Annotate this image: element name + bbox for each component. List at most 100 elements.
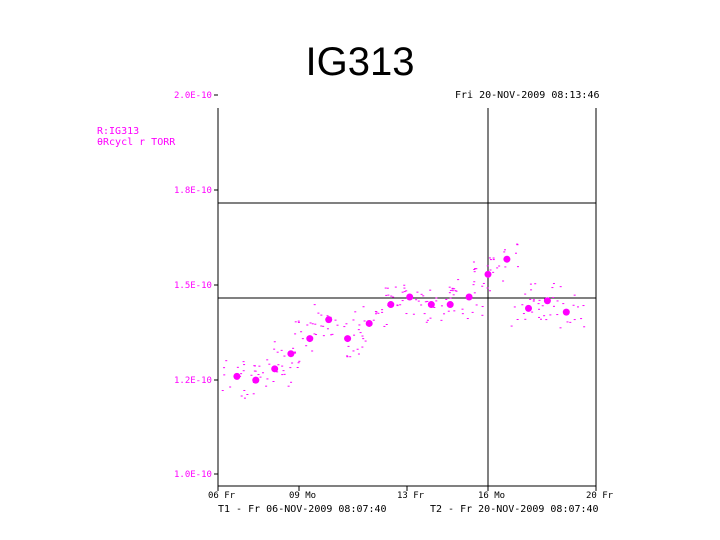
noise-dot: [498, 265, 501, 267]
noise-dot: [489, 290, 492, 292]
noise-dot: [243, 364, 246, 366]
noise-dot: [448, 286, 451, 288]
x-tick-label: 16 Mo: [478, 491, 505, 501]
noise-dot: [374, 311, 377, 313]
noise-dot: [504, 266, 507, 268]
noise-dot: [471, 311, 474, 313]
noise-dot: [386, 287, 389, 289]
data-point: [344, 335, 352, 343]
noise-dot: [424, 301, 427, 303]
t2-label: T2 - Fr 20-NOV-2009 08:07:40: [430, 504, 599, 515]
noise-dot: [394, 286, 397, 288]
noise-dot: [529, 283, 532, 285]
noise-dot: [552, 305, 555, 307]
noise-dot: [552, 297, 555, 299]
noise-dot: [268, 363, 271, 365]
x-tick-label: 13 Fr: [397, 491, 425, 501]
data-point: [446, 301, 454, 309]
noise-dot: [314, 323, 317, 325]
noise-dot: [572, 304, 575, 306]
noise-dot: [346, 356, 349, 358]
noise-dot: [489, 269, 492, 271]
noise-dot: [296, 367, 299, 369]
noise-dot: [573, 294, 576, 296]
noise-dot: [496, 267, 499, 269]
noise-dot: [538, 299, 541, 301]
data-point: [484, 270, 492, 278]
noise-dot: [282, 370, 285, 372]
y-tick-label: 1.0E-10: [174, 470, 212, 480]
noise-dot: [243, 397, 246, 399]
noise-dot: [392, 296, 395, 298]
noise-dot: [322, 335, 325, 337]
noise-dot: [522, 313, 525, 315]
noise-dot: [417, 300, 420, 302]
noise-dot: [545, 319, 548, 321]
noise-dot: [309, 322, 312, 324]
noise-dot: [447, 310, 450, 312]
noise-dot: [461, 313, 464, 315]
noise-dot: [345, 323, 348, 325]
y-tick-label: 2.0E-10: [174, 91, 212, 101]
noise-dot: [250, 374, 253, 376]
noise-dot: [412, 313, 415, 315]
noise-dot: [534, 283, 537, 285]
noise-dot: [347, 345, 350, 347]
noise-dot: [481, 306, 484, 308]
noise-dot: [486, 265, 489, 267]
noise-dot: [293, 351, 296, 353]
noise-dot: [440, 319, 443, 321]
noise-dot: [455, 290, 458, 292]
noise-dot: [330, 334, 333, 336]
noise-dot: [223, 374, 226, 376]
data-point: [365, 319, 373, 327]
slide-title: IG313: [305, 40, 415, 84]
noise-dot: [448, 292, 451, 294]
noise-dot: [294, 352, 297, 354]
noise-dot: [502, 280, 505, 282]
data-point: [543, 297, 551, 305]
noise-dot: [416, 291, 419, 293]
noise-dot: [300, 331, 303, 333]
noise-dot: [451, 287, 454, 289]
noise-dot: [449, 289, 452, 291]
noise-dot: [538, 316, 541, 318]
noise-dot: [287, 385, 290, 387]
noise-dot: [521, 304, 524, 306]
noise-dot: [311, 350, 314, 352]
noise-dot: [354, 311, 357, 313]
noise-dot: [426, 319, 429, 321]
noise-dot: [524, 293, 527, 295]
noise-dot: [246, 393, 249, 395]
noise-dot: [390, 295, 393, 297]
noise-dot: [429, 289, 432, 291]
x-tick-label: 20 Fr: [586, 491, 614, 501]
noise-dot: [503, 251, 506, 253]
noise-dot: [473, 271, 476, 273]
noise-dot: [358, 324, 361, 326]
y-tick-label: 1.8E-10: [174, 186, 212, 196]
noise-dot: [451, 290, 454, 292]
noise-dot: [277, 364, 280, 366]
noise-dot: [492, 271, 495, 273]
noise-dot: [420, 293, 423, 295]
noise-dot: [313, 333, 316, 335]
noise-dot: [473, 269, 476, 271]
noise-dot: [281, 374, 284, 376]
noise-dot: [514, 252, 517, 254]
y-ticks: 2.0E-10 1.8E-10 1.5E-10 1.2E-10 1.0E-10: [174, 91, 218, 480]
noise-dot: [415, 299, 418, 301]
noise-dot: [283, 355, 286, 357]
data-point: [427, 301, 435, 309]
timestamp-label: Fri 20-NOV-2009 08:13:46: [455, 90, 600, 101]
noise-dot: [443, 313, 446, 315]
noise-dot: [265, 385, 268, 387]
noise-dot: [301, 338, 304, 340]
noise-dot: [481, 285, 484, 287]
noise-dot: [294, 333, 297, 335]
noise-dot: [352, 319, 355, 321]
data-point: [287, 350, 295, 358]
noise-dot: [531, 311, 534, 313]
noise-dot: [403, 291, 406, 293]
